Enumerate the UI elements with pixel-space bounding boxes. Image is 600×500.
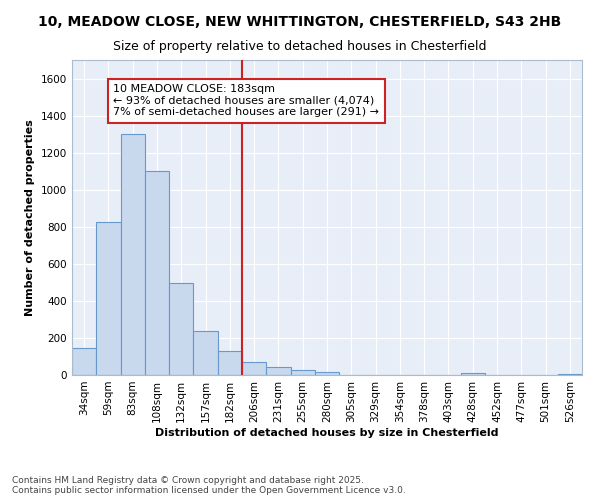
- Bar: [145, 171, 169, 375]
- Bar: [169, 284, 193, 375]
- Bar: [266, 366, 290, 375]
- Y-axis label: Number of detached properties: Number of detached properties: [25, 119, 35, 316]
- Bar: [242, 362, 266, 375]
- Text: Contains HM Land Registry data © Crown copyright and database right 2025.
Contai: Contains HM Land Registry data © Crown c…: [12, 476, 406, 495]
- Bar: [290, 370, 315, 375]
- Bar: [96, 222, 121, 375]
- Bar: [558, 374, 582, 375]
- Text: 10 MEADOW CLOSE: 183sqm
← 93% of detached houses are smaller (4,074)
7% of semi-: 10 MEADOW CLOSE: 183sqm ← 93% of detache…: [113, 84, 379, 117]
- Text: 10, MEADOW CLOSE, NEW WHITTINGTON, CHESTERFIELD, S43 2HB: 10, MEADOW CLOSE, NEW WHITTINGTON, CHEST…: [38, 15, 562, 29]
- Bar: [218, 351, 242, 375]
- Bar: [315, 372, 339, 375]
- Bar: [121, 134, 145, 375]
- Text: Size of property relative to detached houses in Chesterfield: Size of property relative to detached ho…: [113, 40, 487, 53]
- Bar: [72, 348, 96, 375]
- Bar: [461, 373, 485, 375]
- X-axis label: Distribution of detached houses by size in Chesterfield: Distribution of detached houses by size …: [155, 428, 499, 438]
- Bar: [193, 332, 218, 375]
